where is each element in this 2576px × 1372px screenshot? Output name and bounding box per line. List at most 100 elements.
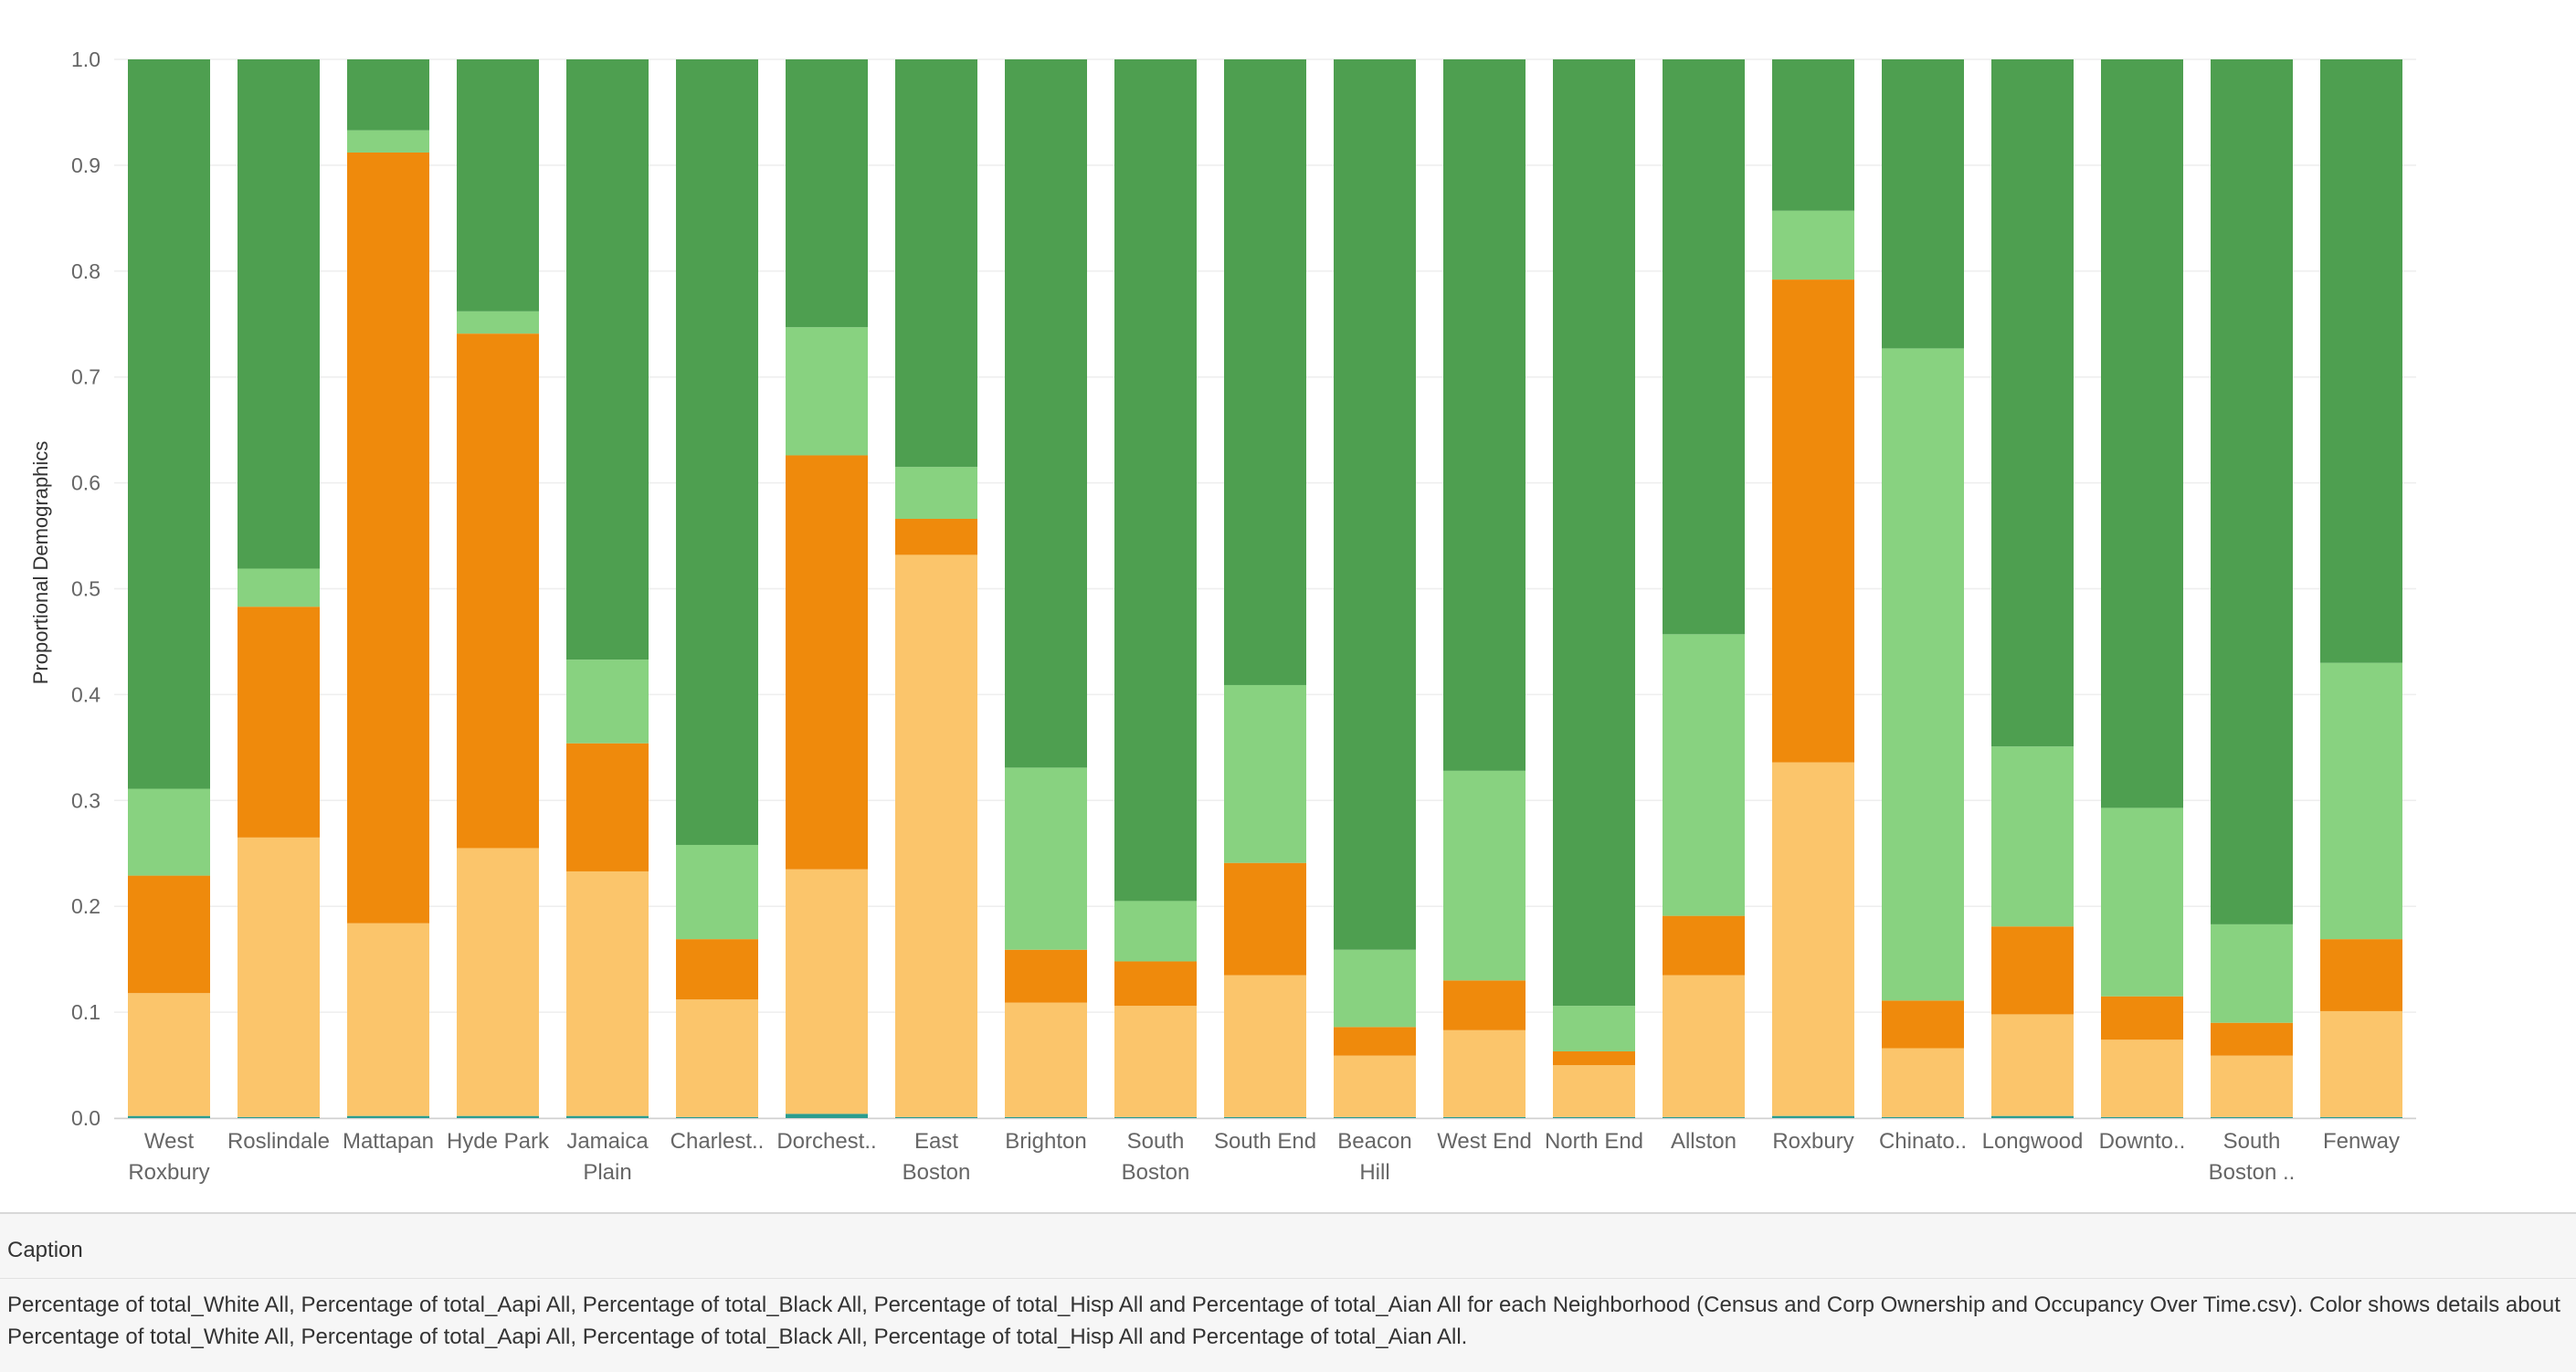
bar-segment-white[interactable]	[895, 59, 977, 468]
bar-stack[interactable]	[1224, 59, 1306, 1118]
bar-segment-aapi[interactable]	[676, 844, 758, 940]
bar-segment-aapi[interactable]	[1882, 348, 1964, 1001]
bar-segment-aian[interactable]	[2211, 1116, 2293, 1118]
bar-stack[interactable]	[786, 59, 868, 1118]
bar-segment-aapi[interactable]	[1334, 949, 1416, 1028]
bar-stack[interactable]	[2320, 59, 2402, 1118]
bar-segment-white[interactable]	[676, 59, 758, 845]
bar-segment-aapi[interactable]	[238, 568, 320, 607]
bar-segment-hisp[interactable]	[1005, 1002, 1087, 1117]
bar-segment-white[interactable]	[2320, 59, 2402, 663]
bar-segment-hisp[interactable]	[128, 993, 210, 1116]
bar-stack[interactable]	[128, 59, 210, 1118]
bar-segment-black[interactable]	[347, 152, 429, 923]
bar-segment-black[interactable]	[566, 743, 649, 871]
bar-segment-white[interactable]	[457, 59, 539, 311]
bar-stack[interactable]	[1005, 59, 1087, 1118]
bar-segment-aian[interactable]	[1114, 1116, 1197, 1118]
bar-stack[interactable]	[1772, 59, 1854, 1118]
bar-segment-hisp[interactable]	[1772, 762, 1854, 1116]
bar-segment-aapi[interactable]	[1443, 770, 1526, 981]
bar-segment-aapi[interactable]	[2211, 923, 2293, 1023]
bar-segment-white[interactable]	[2101, 59, 2183, 808]
bar-segment-aian[interactable]	[1772, 1115, 1854, 1118]
bar-segment-aian[interactable]	[238, 1116, 320, 1118]
bar-segment-black[interactable]	[1991, 926, 2074, 1015]
bar-segment-black[interactable]	[786, 455, 868, 870]
bar-segment-hisp[interactable]	[1663, 975, 1745, 1117]
bar-segment-aian[interactable]	[566, 1115, 649, 1118]
bar-segment-aian[interactable]	[2101, 1116, 2183, 1118]
bar-segment-aapi[interactable]	[1772, 210, 1854, 280]
bar-segment-aian[interactable]	[1005, 1116, 1087, 1118]
bar-segment-hisp[interactable]	[2320, 1010, 2402, 1117]
bar-stack[interactable]	[566, 59, 649, 1118]
bar-segment-black[interactable]	[457, 333, 539, 849]
bar-segment-aapi[interactable]	[786, 327, 868, 456]
bar-segment-aapi[interactable]	[2320, 662, 2402, 940]
bar-segment-aapi[interactable]	[1224, 684, 1306, 863]
bar-stack[interactable]	[676, 59, 758, 1118]
bar-segment-hisp[interactable]	[1553, 1065, 1635, 1117]
bar-stack[interactable]	[457, 59, 539, 1118]
bar-segment-aian[interactable]	[676, 1116, 758, 1118]
bar-segment-hisp[interactable]	[895, 554, 977, 1117]
bar-stack[interactable]	[238, 59, 320, 1118]
bar-segment-black[interactable]	[2211, 1022, 2293, 1056]
bar-segment-white[interactable]	[1882, 59, 1964, 349]
bar-segment-white[interactable]	[128, 59, 210, 789]
bar-segment-white[interactable]	[238, 59, 320, 569]
bar-segment-aian[interactable]	[128, 1115, 210, 1118]
bar-segment-black[interactable]	[676, 939, 758, 1000]
bar-segment-black[interactable]	[238, 607, 320, 838]
bar-segment-hisp[interactable]	[566, 871, 649, 1116]
bar-stack[interactable]	[1553, 59, 1635, 1118]
bar-segment-aapi[interactable]	[1114, 901, 1197, 962]
bar-segment-hisp[interactable]	[1991, 1014, 2074, 1116]
bar-segment-hisp[interactable]	[347, 923, 429, 1116]
bar-segment-aapi[interactable]	[1005, 767, 1087, 950]
bar-segment-aian[interactable]	[1334, 1116, 1416, 1118]
bar-segment-aian[interactable]	[895, 1116, 977, 1118]
bar-segment-aapi[interactable]	[457, 311, 539, 334]
bar-segment-hisp[interactable]	[1443, 1029, 1526, 1117]
bar-segment-white[interactable]	[1334, 59, 1416, 950]
bar-segment-black[interactable]	[2320, 939, 2402, 1011]
bar-stack[interactable]	[1334, 59, 1416, 1118]
bar-segment-white[interactable]	[786, 59, 868, 328]
bar-segment-white[interactable]	[347, 59, 429, 131]
bar-segment-black[interactable]	[1772, 280, 1854, 763]
bar-segment-hisp[interactable]	[457, 848, 539, 1116]
bar-segment-black[interactable]	[1334, 1027, 1416, 1056]
bar-segment-aian[interactable]	[1553, 1116, 1635, 1118]
bar-segment-aapi[interactable]	[1663, 634, 1745, 916]
bar-segment-aian[interactable]	[457, 1115, 539, 1118]
bar-stack[interactable]	[2101, 59, 2183, 1118]
bar-segment-black[interactable]	[1114, 961, 1197, 1007]
bar-segment-hisp[interactable]	[2211, 1055, 2293, 1117]
bar-segment-aian[interactable]	[1991, 1115, 2074, 1118]
bar-segment-aian[interactable]	[2320, 1116, 2402, 1118]
bar-stack[interactable]	[2211, 59, 2293, 1118]
bar-segment-aapi[interactable]	[1553, 1006, 1635, 1051]
bar-segment-white[interactable]	[1663, 59, 1745, 635]
bar-segment-hisp[interactable]	[1224, 975, 1306, 1117]
bar-segment-hisp[interactable]	[676, 999, 758, 1117]
bar-segment-aian[interactable]	[1224, 1116, 1306, 1118]
bar-segment-aian[interactable]	[1443, 1116, 1526, 1118]
bar-segment-aapi[interactable]	[128, 788, 210, 876]
bar-segment-black[interactable]	[1224, 862, 1306, 976]
bar-segment-aapi[interactable]	[566, 660, 649, 744]
bar-segment-black[interactable]	[1553, 1050, 1635, 1066]
bar-segment-aapi[interactable]	[2101, 807, 2183, 997]
bar-segment-white[interactable]	[2211, 59, 2293, 924]
bar-segment-aapi[interactable]	[1991, 746, 2074, 927]
bar-segment-hisp[interactable]	[2101, 1040, 2183, 1117]
bar-segment-black[interactable]	[1443, 980, 1526, 1030]
bar-segment-black[interactable]	[128, 875, 210, 994]
bar-segment-aapi[interactable]	[347, 130, 429, 153]
bar-segment-aian[interactable]	[1882, 1116, 1964, 1118]
bar-segment-white[interactable]	[1224, 59, 1306, 685]
bar-stack[interactable]	[1663, 59, 1745, 1118]
bar-stack[interactable]	[895, 59, 977, 1118]
